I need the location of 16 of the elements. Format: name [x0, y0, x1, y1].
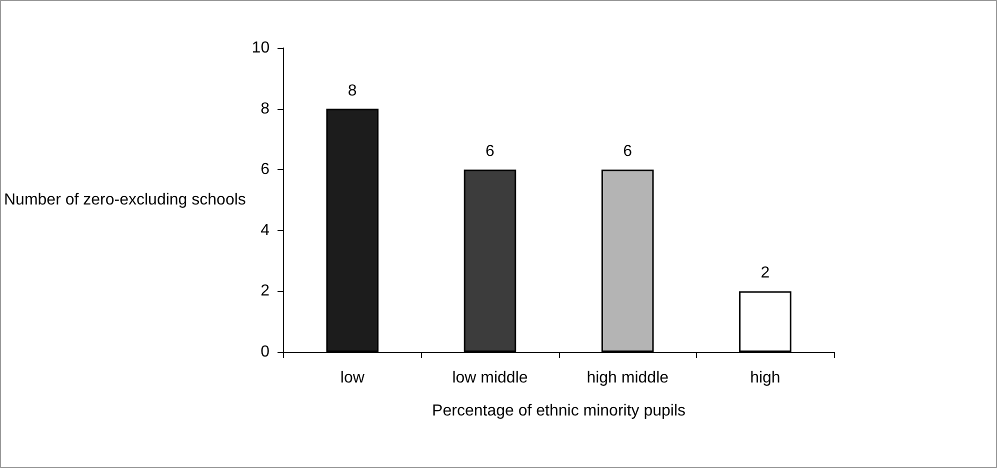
x-axis-title: Percentage of ethnic minority pupils [432, 402, 686, 420]
x-tick-label: high [750, 370, 780, 386]
x-tick-label: low [340, 370, 365, 386]
x-tick-label: high middle [586, 370, 669, 386]
data-label: 6 [623, 143, 632, 160]
y-tick-label: 4 [260, 222, 270, 239]
y-tick-label: 2 [260, 282, 270, 300]
y-axis-title: Number of zero-excluding schools [4, 192, 246, 208]
data-label: 8 [348, 82, 357, 100]
y-tick-label: 8 [260, 100, 270, 118]
y-tick-label: 0 [260, 344, 270, 360]
data-label: 6 [486, 143, 495, 160]
data-label: 2 [760, 264, 770, 282]
y-tick-label: 10 [252, 40, 270, 56]
x-tick-label: low middle [452, 370, 528, 386]
y-tick-label: 6 [260, 161, 270, 178]
